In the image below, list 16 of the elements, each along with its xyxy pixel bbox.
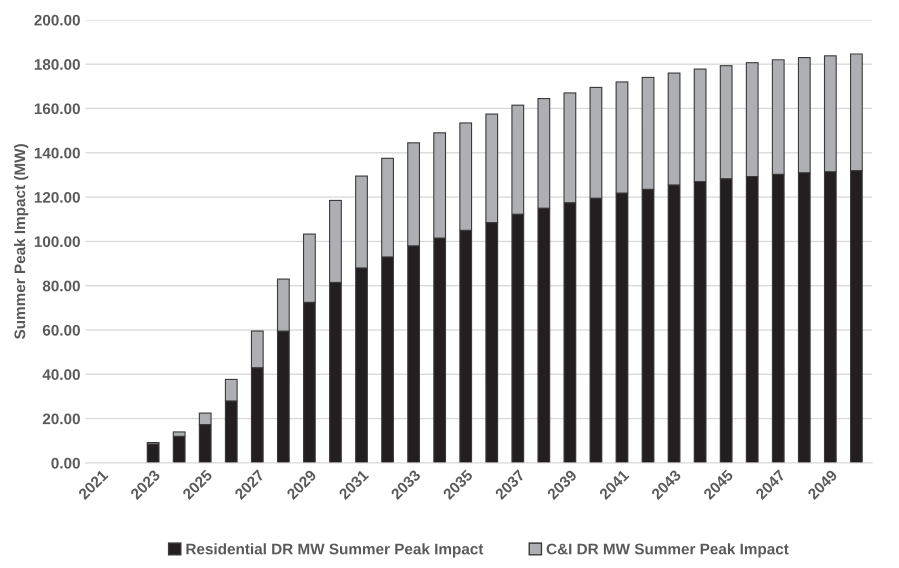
bar <box>146 444 160 463</box>
y-tick-label: 40.00 <box>42 369 80 380</box>
legend-label: C&I DR MW Summer Peak Impact <box>546 543 789 558</box>
y-axis-title: Summer Peak Impact (MW) <box>14 144 28 340</box>
y-tick-label: 180.00 <box>34 59 80 70</box>
y-tick-label: 120.00 <box>34 192 80 203</box>
y-tick-label: 60.00 <box>42 324 80 336</box>
bar <box>172 436 186 463</box>
y-tick-label: 20.00 <box>42 413 80 424</box>
legend-label: Residential DR MW Summer Peak Impact <box>186 543 484 558</box>
y-tick-label: 200.00 <box>34 14 80 26</box>
y-tick-label: 160.00 <box>34 103 80 114</box>
y-tick-label: 140.00 <box>34 148 80 158</box>
y-tick-label: 100.00 <box>34 236 80 248</box>
y-tick-label: 0.00 <box>51 458 80 469</box>
y-tick-label: 80.00 <box>42 280 80 292</box>
